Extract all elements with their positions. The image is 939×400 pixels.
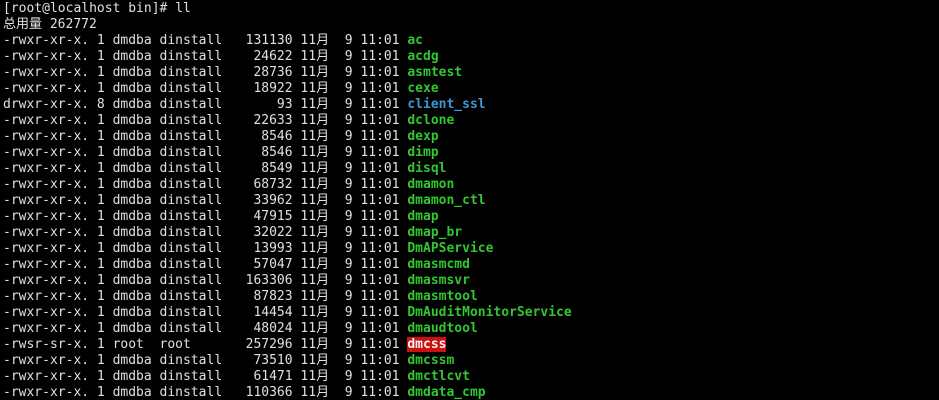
file-meta: -rwxr-xr-x. 1 dmdba dinstall 61471 11月 9… (3, 369, 408, 384)
file-row: -rwxr-xr-x. 1 dmdba dinstall 13993 11月 9… (3, 241, 939, 257)
file-name: disql (407, 161, 447, 176)
file-row: -rwxr-xr-x. 1 dmdba dinstall 32022 11月 9… (3, 225, 939, 241)
file-name: dmamon (407, 177, 455, 192)
file-row: -rwxr-xr-x. 1 dmdba dinstall 48024 11月 9… (3, 321, 939, 337)
file-meta: -rwxr-xr-x. 1 dmdba dinstall 73510 11月 9… (3, 353, 408, 368)
file-row: -rwxr-xr-x. 1 dmdba dinstall 28736 11月 9… (3, 65, 939, 81)
file-row: -rwxr-xr-x. 1 dmdba dinstall 61471 11月 9… (3, 369, 939, 385)
file-meta: -rwxr-xr-x. 1 dmdba dinstall 18922 11月 9… (3, 81, 408, 96)
total-label: 总用量 (3, 17, 43, 32)
file-row: -rwxr-xr-x. 1 dmdba dinstall 47915 11月 9… (3, 209, 939, 225)
file-meta: -rwxr-xr-x. 1 dmdba dinstall 87823 11月 9… (3, 289, 408, 304)
file-row: -rwxr-xr-x. 1 dmdba dinstall 57047 11月 9… (3, 257, 939, 273)
file-meta: -rwxr-xr-x. 1 dmdba dinstall 8546 11月 9 … (3, 129, 408, 144)
file-name: dmap_br (407, 225, 463, 240)
file-list: -rwxr-xr-x. 1 dmdba dinstall 131130 11月 … (3, 33, 939, 400)
file-meta: -rwsr-sr-x. 1 root root 257296 11月 9 11:… (3, 337, 408, 352)
file-name: dmcss (407, 337, 447, 352)
file-row: -rwxr-xr-x. 1 dmdba dinstall 14454 11月 9… (3, 305, 939, 321)
total-line: 总用量 262772 (3, 17, 939, 33)
file-name: DmAuditMonitorService (407, 305, 572, 320)
file-name: dmctlcvt (407, 369, 470, 384)
file-name: dmasmtool (407, 289, 478, 304)
total-value: 262772 (49, 17, 97, 32)
shell-prompt: [root@localhost bin]# (3, 1, 168, 16)
file-name: client_ssl (407, 97, 486, 112)
file-name: dmaudtool (407, 321, 478, 336)
file-row: -rwsr-sr-x. 1 root root 257296 11月 9 11:… (3, 337, 939, 353)
file-name: dmcssm (407, 353, 455, 368)
file-meta: -rwxr-xr-x. 1 dmdba dinstall 24622 11月 9… (3, 49, 408, 64)
file-name: acdg (407, 49, 439, 64)
file-meta: -rwxr-xr-x. 1 dmdba dinstall 47915 11月 9… (3, 209, 408, 224)
typed-command: ll (175, 1, 191, 16)
file-meta: -rwxr-xr-x. 1 dmdba dinstall 22633 11月 9… (3, 113, 408, 128)
file-meta: -rwxr-xr-x. 1 dmdba dinstall 48024 11月 9… (3, 321, 408, 336)
file-row: -rwxr-xr-x. 1 dmdba dinstall 87823 11月 9… (3, 289, 939, 305)
file-name: ac (407, 33, 423, 48)
file-row: -rwxr-xr-x. 1 dmdba dinstall 110366 11月 … (3, 385, 939, 400)
file-meta: -rwxr-xr-x. 1 dmdba dinstall 8549 11月 9 … (3, 161, 408, 176)
file-row: -rwxr-xr-x. 1 dmdba dinstall 18922 11月 9… (3, 81, 939, 97)
file-row: -rwxr-xr-x. 1 dmdba dinstall 8549 11月 9 … (3, 161, 939, 177)
file-meta: -rwxr-xr-x. 1 dmdba dinstall 163306 11月 … (3, 273, 408, 288)
file-name: dmdata_cmp (407, 385, 486, 400)
file-meta: -rwxr-xr-x. 1 dmdba dinstall 8546 11月 9 … (3, 145, 408, 160)
file-row: -rwxr-xr-x. 1 dmdba dinstall 73510 11月 9… (3, 353, 939, 369)
file-meta: drwxr-xr-x. 8 dmdba dinstall 93 11月 9 11… (3, 97, 408, 112)
file-row: -rwxr-xr-x. 1 dmdba dinstall 131130 11月 … (3, 33, 939, 49)
file-meta: -rwxr-xr-x. 1 dmdba dinstall 28736 11月 9… (3, 65, 408, 80)
file-name: asmtest (407, 65, 463, 80)
file-name: dmamon_ctl (407, 193, 486, 208)
file-meta: -rwxr-xr-x. 1 dmdba dinstall 33962 11月 9… (3, 193, 408, 208)
file-name: dmap (407, 209, 439, 224)
file-name: DmAPService (407, 241, 494, 256)
file-name: dexp (407, 129, 439, 144)
file-name: dimp (407, 145, 439, 160)
file-meta: -rwxr-xr-x. 1 dmdba dinstall 32022 11月 9… (3, 225, 408, 240)
file-row: -rwxr-xr-x. 1 dmdba dinstall 24622 11月 9… (3, 49, 939, 65)
file-meta: -rwxr-xr-x. 1 dmdba dinstall 14454 11月 9… (3, 305, 408, 320)
file-meta: -rwxr-xr-x. 1 dmdba dinstall 131130 11月 … (3, 33, 408, 48)
file-row: -rwxr-xr-x. 1 dmdba dinstall 68732 11月 9… (3, 177, 939, 193)
file-meta: -rwxr-xr-x. 1 dmdba dinstall 68732 11月 9… (3, 177, 408, 192)
file-row: -rwxr-xr-x. 1 dmdba dinstall 163306 11月 … (3, 273, 939, 289)
file-row: -rwxr-xr-x. 1 dmdba dinstall 8546 11月 9 … (3, 145, 939, 161)
prompt-line: [root@localhost bin]# ll (3, 1, 939, 17)
file-name: dmasmsvr (407, 273, 470, 288)
file-name: dclone (407, 113, 455, 128)
file-row: -rwxr-xr-x. 1 dmdba dinstall 8546 11月 9 … (3, 129, 939, 145)
file-name: cexe (407, 81, 439, 96)
file-meta: -rwxr-xr-x. 1 dmdba dinstall 13993 11月 9… (3, 241, 408, 256)
file-meta: -rwxr-xr-x. 1 dmdba dinstall 57047 11月 9… (3, 257, 408, 272)
file-meta: -rwxr-xr-x. 1 dmdba dinstall 110366 11月 … (3, 385, 408, 400)
file-row: -rwxr-xr-x. 1 dmdba dinstall 22633 11月 9… (3, 113, 939, 129)
file-row: -rwxr-xr-x. 1 dmdba dinstall 33962 11月 9… (3, 193, 939, 209)
file-row: drwxr-xr-x. 8 dmdba dinstall 93 11月 9 11… (3, 97, 939, 113)
file-name: dmasmcmd (407, 257, 470, 272)
